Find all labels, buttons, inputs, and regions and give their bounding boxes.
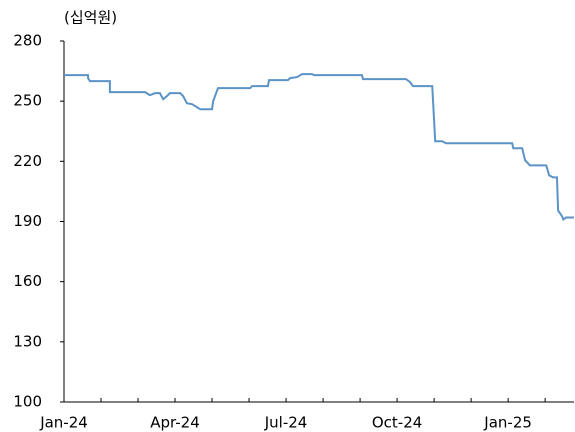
- x-tick-label: Jan-24: [39, 414, 88, 432]
- y-unit-label: (십억원): [64, 9, 117, 27]
- y-tick-label: 190: [13, 212, 42, 230]
- x-tick-label: Oct-24: [372, 414, 422, 432]
- x-tick-label: Jan-25: [483, 414, 532, 432]
- y-tick-label: 280: [13, 32, 42, 50]
- x-tick-label: Apr-24: [150, 414, 200, 432]
- y-tick-label: 250: [13, 92, 42, 110]
- y-tick-label: 100: [13, 393, 42, 411]
- y-tick-label: 130: [13, 332, 42, 350]
- line: [64, 73, 574, 222]
- y-tick-label: 220: [13, 152, 42, 170]
- x-tick-label: Jul-24: [264, 414, 308, 432]
- y-tick-label: 160: [13, 272, 42, 290]
